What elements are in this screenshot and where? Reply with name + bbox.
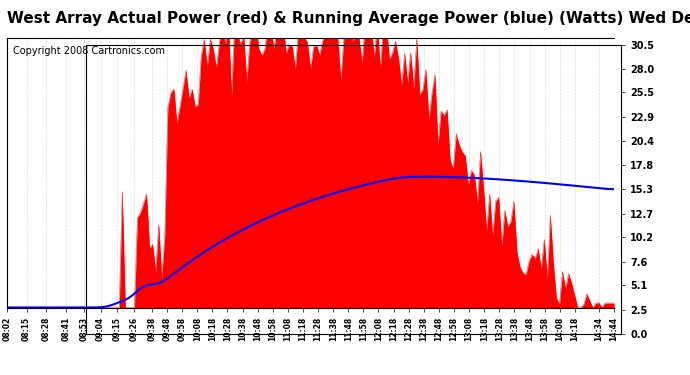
Text: West Array Actual Power (red) & Running Average Power (blue) (Watts) Wed Dec 10 : West Array Actual Power (red) & Running … <box>7 11 690 26</box>
Text: Copyright 2008 Cartronics.com: Copyright 2008 Cartronics.com <box>92 54 244 64</box>
